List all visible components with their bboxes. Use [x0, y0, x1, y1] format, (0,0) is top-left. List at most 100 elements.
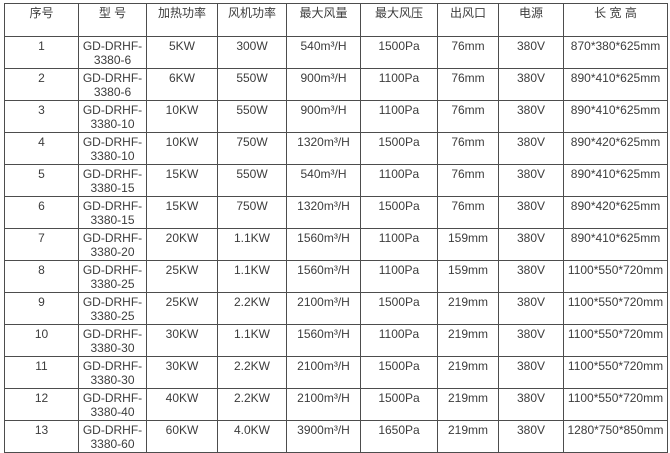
table-cell: 890*420*625mm [563, 196, 668, 229]
table-cell: 76mm [437, 196, 499, 229]
table-row: 7 GD-DRHF-3380-20 20KW 1.1KW 1560m³/H 1100Pa 1… [4, 228, 668, 261]
table-cell: 890*410*625mm [563, 228, 668, 261]
spec-table-container: 序号型 号加热功率 风机功率 最大风量 最大风压 出风口 电源长 宽 高 1 GD-DRHF… [4, 3, 668, 453]
table-cell: GD-DRHF-3380-40 [78, 388, 147, 421]
column-header: 型 号 [78, 3, 147, 37]
table-cell: 2100m³/H [286, 356, 361, 389]
table-cell: 540m³/H [286, 164, 361, 197]
table-row: 2 GD-DRHF-3380-6 6KW 550W 900m³/H 1100Pa 76mm 3… [4, 68, 668, 101]
table-cell: 2.2KW [217, 292, 287, 325]
table-cell: 550W [217, 68, 287, 101]
table-cell: 76mm [437, 36, 499, 69]
table-cell: 1.1KW [217, 324, 287, 357]
table-cell: 380V [498, 132, 564, 165]
table-cell: 219mm [437, 388, 499, 421]
column-header: 最大风量 [286, 3, 361, 37]
table-cell: 6KW [146, 68, 218, 101]
table-cell: 2100m³/H [286, 388, 361, 421]
table-cell: 2100m³/H [286, 292, 361, 325]
table-cell: 1.1KW [217, 228, 287, 261]
table-cell: 1.1KW [217, 260, 287, 293]
table-cell: 76mm [437, 164, 499, 197]
table-row: 11 GD-DRHF-3380-30 30KW 2.2KW 2100m³/H 1500Pa… [4, 356, 668, 389]
table-row: 10 GD-DRHF-3380-30 30KW 1.1KW 1560m³/H 1100Pa… [4, 324, 668, 357]
table-cell: 159mm [437, 228, 499, 261]
column-header: 长 宽 高 [563, 3, 668, 37]
column-header: 最大风压 [360, 3, 438, 37]
table-cell: GD-DRHF-3380-6 [78, 68, 147, 101]
table-cell: 380V [498, 68, 564, 101]
table-cell: 5KW [146, 36, 218, 69]
table-cell: 1650Pa [360, 420, 438, 453]
table-cell: 1100*550*720mm [563, 324, 668, 357]
table-header-row: 序号型 号加热功率 风机功率 最大风量 最大风压 出风口 电源长 宽 高 [4, 3, 668, 37]
table-cell: 1500Pa [360, 388, 438, 421]
table-cell: GD-DRHF-3380-10 [78, 100, 147, 133]
table-cell: 380V [498, 36, 564, 69]
table-cell: GD-DRHF-3380-30 [78, 356, 147, 389]
table-row: 6 GD-DRHF-3380-15 15KW 750W 1320m³/H 1500Pa 76… [4, 196, 668, 229]
table-cell: 10KW [146, 100, 218, 133]
table-cell: 1100Pa [360, 100, 438, 133]
table-cell: 1100*550*720mm [563, 356, 668, 389]
table-cell: 6 [4, 196, 79, 229]
table-cell: 9 [4, 292, 79, 325]
table-cell: GD-DRHF-3380-30 [78, 324, 147, 357]
table-cell: 380V [498, 420, 564, 453]
table-cell: 3 [4, 100, 79, 133]
table-cell: 2.2KW [217, 388, 287, 421]
column-header: 加热功率 [146, 3, 218, 37]
table-cell: 76mm [437, 100, 499, 133]
table-cell: 870*380*625mm [563, 36, 668, 69]
table-row: 3 GD-DRHF-3380-10 10KW 550W 900m³/H 1100Pa 76m… [4, 100, 668, 133]
table-cell: 5 [4, 164, 79, 197]
table-cell: 380V [498, 356, 564, 389]
table-cell: 1100*550*720mm [563, 292, 668, 325]
table-cell: 20KW [146, 228, 218, 261]
table-cell: 1500Pa [360, 292, 438, 325]
table-row: 4 GD-DRHF-3380-10 10KW 750W 1320m³/H 1500Pa 76… [4, 132, 668, 165]
table-cell: 1500Pa [360, 36, 438, 69]
table-cell: 1100Pa [360, 324, 438, 357]
table-cell: 2 [4, 68, 79, 101]
table-cell: 1100Pa [360, 260, 438, 293]
table-cell: 60KW [146, 420, 218, 453]
table-cell: 550W [217, 100, 287, 133]
table-cell: 10KW [146, 132, 218, 165]
table-cell: 380V [498, 100, 564, 133]
table-cell: GD-DRHF-3380-15 [78, 164, 147, 197]
table-cell: 1560m³/H [286, 228, 361, 261]
table-cell: 380V [498, 388, 564, 421]
table-cell: 4 [4, 132, 79, 165]
table-cell: GD-DRHF-3380-15 [78, 196, 147, 229]
table-cell: 12 [4, 388, 79, 421]
table-cell: 2.2KW [217, 356, 287, 389]
table-cell: 890*420*625mm [563, 132, 668, 165]
table-cell: 890*410*625mm [563, 100, 668, 133]
table-cell: 900m³/H [286, 68, 361, 101]
table-cell: 25KW [146, 292, 218, 325]
table-cell: 1100Pa [360, 228, 438, 261]
table-cell: 4.0KW [217, 420, 287, 453]
table-body: 1 GD-DRHF-3380-6 5KW 300W 540m³/H 1500Pa 76mm 3… [4, 36, 668, 453]
table-cell: GD-DRHF-3380-25 [78, 292, 147, 325]
table-cell: 30KW [146, 356, 218, 389]
table-cell: 1100*550*720mm [563, 260, 668, 293]
table-cell: 76mm [437, 132, 499, 165]
table-cell: 380V [498, 228, 564, 261]
table-cell: 1280*750*850mm [563, 420, 668, 453]
table-cell: 900m³/H [286, 100, 361, 133]
table-cell: 550W [217, 164, 287, 197]
table-row: 9 GD-DRHF-3380-25 25KW 2.2KW 2100m³/H 1500Pa 2… [4, 292, 668, 325]
table-cell: 30KW [146, 324, 218, 357]
table-cell: 890*410*625mm [563, 164, 668, 197]
table-cell: 380V [498, 164, 564, 197]
table-cell: 15KW [146, 164, 218, 197]
table-cell: 219mm [437, 356, 499, 389]
table-row: 12 GD-DRHF-3380-40 40KW 2.2KW 2100m³/H 1500Pa… [4, 388, 668, 421]
table-cell: GD-DRHF-3380-10 [78, 132, 147, 165]
column-header: 风机功率 [217, 3, 287, 37]
table-cell: 750W [217, 196, 287, 229]
table-cell: 10 [4, 324, 79, 357]
table-cell: GD-DRHF-3380-20 [78, 228, 147, 261]
